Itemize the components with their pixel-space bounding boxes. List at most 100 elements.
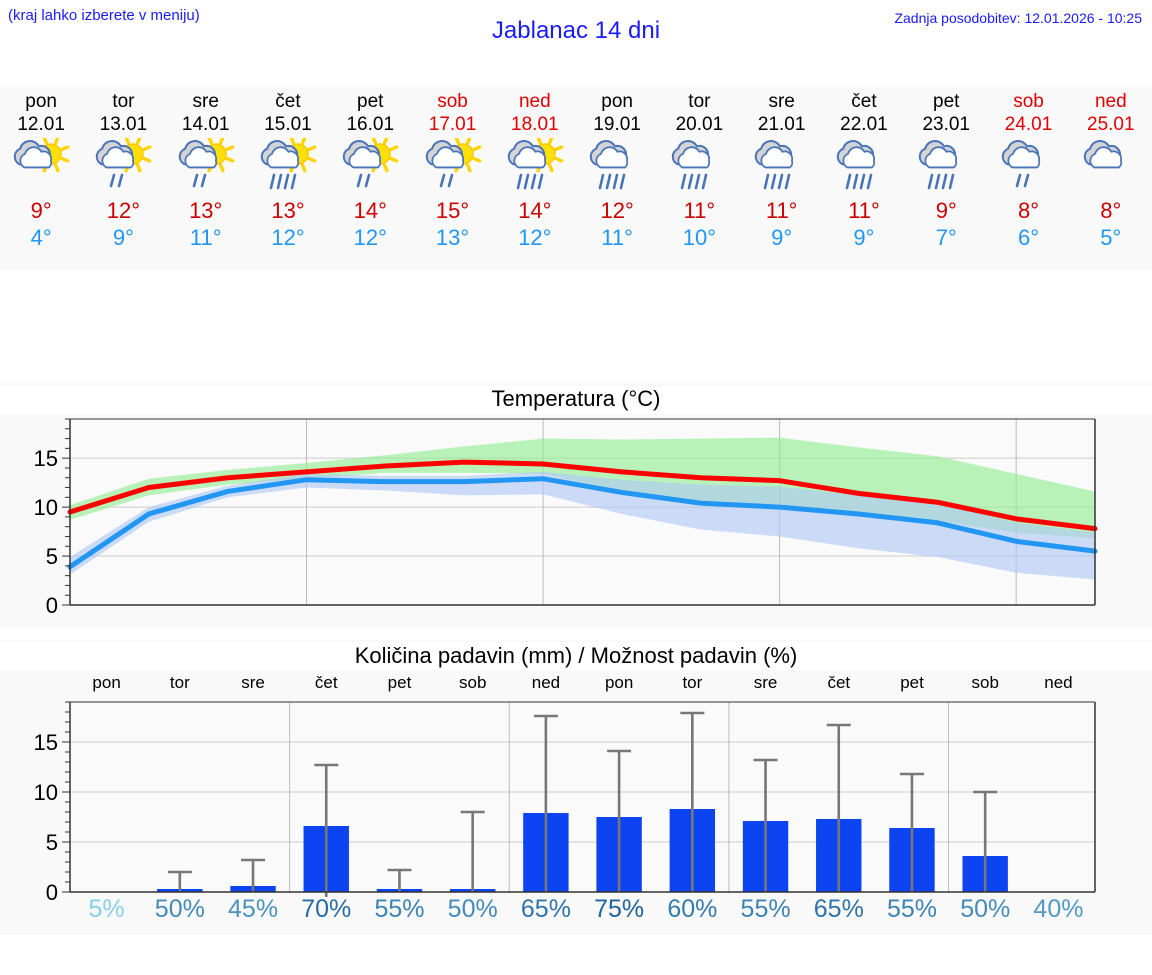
- precipitation-day-label: sre: [753, 673, 778, 692]
- forecast-day-date: 15.01: [264, 114, 312, 135]
- forecast-max-temp: 14°: [518, 198, 552, 223]
- precipitation-probability-label: 50%: [154, 895, 205, 923]
- cloudy-light-rain-icon: [992, 138, 1066, 196]
- forecast-max-temp: 11°: [765, 198, 798, 223]
- forecast-day-column[interactable]: ned 25.01 8° 5°: [1070, 85, 1152, 270]
- forecast-day-date: 21.01: [757, 114, 806, 135]
- forecast-day-name: ned: [1094, 91, 1127, 112]
- cloudy-rain-icon: [909, 138, 983, 196]
- forecast-max-temp: 8°: [1017, 198, 1040, 223]
- partly-cloudy-light-rain-icon: [333, 138, 407, 196]
- precipitation-y-tick-label: 5: [46, 830, 58, 855]
- partly-cloudy-light-rain-icon: [86, 138, 160, 196]
- forecast-min-temp: 9°: [853, 225, 875, 250]
- precipitation-day-label: sre: [241, 673, 265, 692]
- temperature-y-tick-label: 10: [34, 495, 58, 520]
- precipitation-probability-label: 65%: [520, 895, 571, 923]
- precipitation-day-label: pet: [387, 673, 412, 692]
- forecast-day-date: 25.01: [1087, 114, 1135, 135]
- precipitation-probability-label: 5%: [88, 895, 125, 923]
- precipitation-day-label: čet: [314, 673, 338, 692]
- forecast-day-name: tor: [688, 91, 711, 112]
- daily-forecast-strip: pon 12.01 9° 4° tor 13.01 12° 9° sre 14.01 13° 11° č…: [0, 85, 1152, 270]
- forecast-max-temp: 12°: [106, 198, 141, 223]
- forecast-min-temp: 11°: [189, 225, 222, 250]
- temperature-series-line: [67, 459, 1098, 532]
- forecast-day-name: sob: [1013, 91, 1044, 112]
- precipitation-day-label: ned: [1044, 673, 1073, 692]
- partly-cloudy-rain-icon: [498, 138, 572, 196]
- forecast-day-name: ned: [518, 91, 551, 112]
- page-title: Jablanac 14 dni: [491, 17, 661, 44]
- forecast-day-column[interactable]: ned 18.01 14° 12°: [494, 85, 576, 270]
- precipitation-probability-label: 70%: [301, 895, 352, 923]
- forecast-max-temp: 8°: [1100, 198, 1122, 223]
- forecast-day-name: pon: [25, 91, 57, 112]
- forecast-min-temp: 9°: [112, 225, 134, 250]
- precipitation-probability-label: 55%: [886, 895, 938, 923]
- forecast-day-column[interactable]: tor 20.01 11° 10°: [658, 85, 740, 270]
- precipitation-y-tick-label: 15: [34, 730, 58, 755]
- precipitation-probability-label: 65%: [813, 895, 864, 923]
- last-updated-text: Zadnja posodobitev: 12.01.2026 - 10:25: [894, 10, 1142, 26]
- precipitation-probability-row: 5% 50% 45% 70% 55% 50% 65% 75% 60% 55% 65% 55% 50% 40…: [70, 895, 1095, 924]
- forecast-day-date: 12.01: [17, 114, 65, 135]
- forecast-day-column[interactable]: sre 21.01 11° 9°: [741, 85, 823, 270]
- precipitation-y-tick-label: 0: [46, 880, 58, 905]
- forecast-day-column[interactable]: čet 22.01 11° 9°: [823, 85, 905, 270]
- precipitation-chart-title: Količina padavin (mm) / Možnost padavin …: [0, 642, 1152, 670]
- forecast-day-column[interactable]: pet 23.01 9° 7°: [905, 85, 987, 270]
- page-header: (kraj lahko izberete v meniju) Jablanac …: [0, 0, 1152, 60]
- precipitation-day-label: tor: [169, 673, 190, 692]
- partly-cloudy-light-rain-icon: [416, 138, 490, 196]
- forecast-min-temp: 6°: [1017, 225, 1040, 250]
- precipitation-plot-background: [70, 702, 1095, 892]
- precipitation-day-label: sob: [971, 673, 999, 692]
- forecast-max-temp: 11°: [848, 198, 880, 223]
- cloudy-rain-icon: [580, 138, 654, 196]
- forecast-min-temp: 12°: [353, 225, 387, 250]
- forecast-day-name: pet: [933, 91, 960, 112]
- forecast-day-name: tor: [112, 91, 135, 112]
- precipitation-day-label: ned: [531, 673, 561, 692]
- forecast-day-column[interactable]: tor 13.01 12° 9°: [82, 85, 164, 270]
- cloudy-icon: [1074, 138, 1148, 196]
- precipitation-probability-label: 60%: [667, 895, 718, 923]
- forecast-max-temp: 15°: [435, 198, 470, 223]
- forecast-day-column[interactable]: pon 19.01 12° 11°: [576, 85, 658, 270]
- forecast-day-date: 16.01: [346, 114, 395, 135]
- forecast-max-temp: 11°: [683, 198, 716, 223]
- forecast-day-column[interactable]: sre 14.01 13° 11°: [165, 85, 247, 270]
- forecast-day-date: 13.01: [99, 114, 148, 135]
- forecast-max-temp: 9°: [30, 198, 52, 223]
- temperature-chart-title: Temperatura (°C): [0, 386, 1152, 414]
- forecast-day-date: 24.01: [1004, 114, 1053, 135]
- precipitation-probability-label: 55%: [740, 895, 791, 923]
- partly-cloudy-icon: [4, 138, 78, 196]
- forecast-day-name: sre: [768, 91, 795, 112]
- forecast-day-name: čet: [851, 91, 877, 112]
- forecast-min-temp: 5°: [1100, 225, 1122, 250]
- temperature-range-band: [70, 471, 1095, 580]
- temperature-series-line: [67, 476, 1098, 570]
- forecast-day-column[interactable]: pon 12.01 9° 4°: [0, 85, 82, 270]
- forecast-max-temp: 9°: [935, 198, 957, 223]
- precipitation-probability-label: 55%: [374, 895, 425, 923]
- cloudy-rain-icon: [662, 138, 736, 196]
- temperature-range-band: [70, 437, 1095, 539]
- temperature-chart-plot: 0 5 10 15: [34, 418, 1098, 618]
- precipitation-day-label: pet: [900, 673, 924, 692]
- forecast-day-column[interactable]: sob 24.01 8° 6°: [987, 85, 1069, 270]
- forecast-day-column[interactable]: sob 17.01 15° 13°: [411, 85, 493, 270]
- forecast-day-date: 19.01: [593, 114, 641, 135]
- forecast-day-column[interactable]: pet 16.01 14° 12°: [329, 85, 411, 270]
- precipitation-chart-plot: 0 5 10 15: [34, 701, 1096, 905]
- forecast-day-column[interactable]: čet 15.01 13° 12°: [247, 85, 329, 270]
- forecast-min-temp: 7°: [935, 225, 957, 250]
- precipitation-day-label: pon: [92, 673, 121, 692]
- partly-cloudy-light-rain-icon: [169, 138, 243, 196]
- forecast-min-temp: 11°: [601, 225, 633, 250]
- forecast-max-temp: 12°: [600, 198, 634, 223]
- precipitation-day-labels: pon tor sre čet pet sob ned pon tor sre čet pet sob n…: [70, 673, 1095, 693]
